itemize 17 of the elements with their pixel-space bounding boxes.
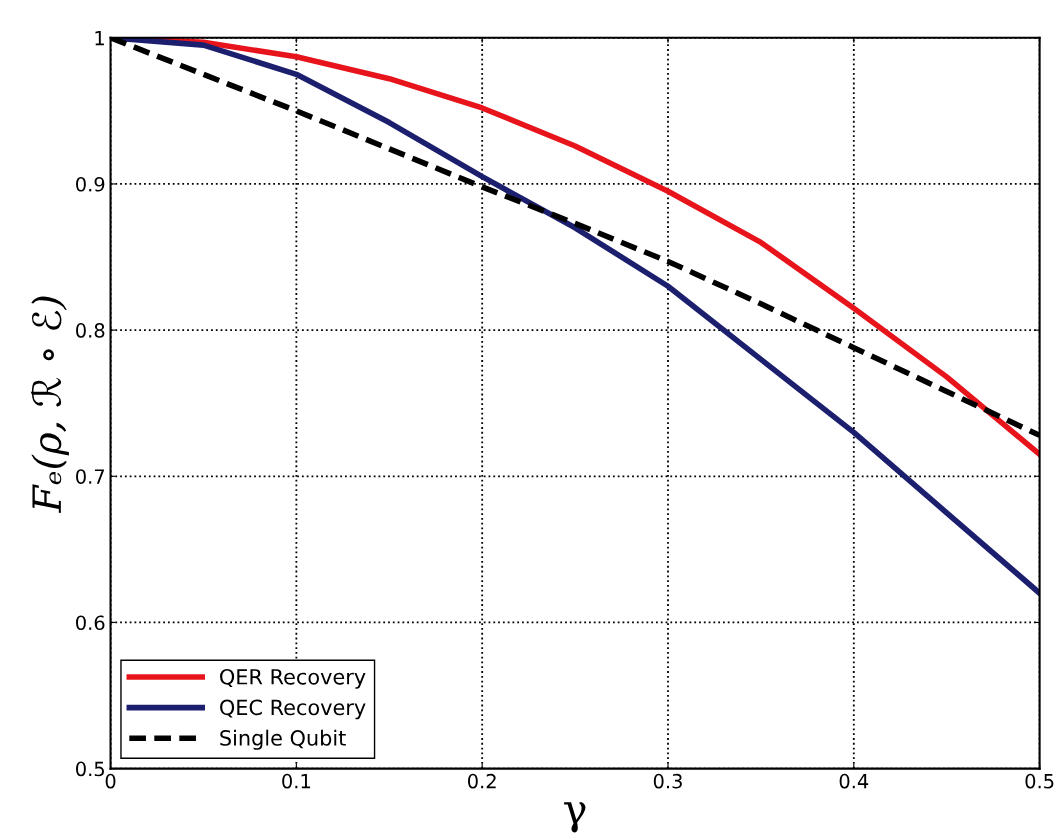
- x-tick-label: 0.5: [1025, 773, 1054, 789]
- y-tick-label: 0.6: [76, 615, 105, 631]
- y-axis-title: Fₑ(ρ, ℛ ∘ ℰ): [30, 296, 69, 514]
- y-tick-label: 0.9: [76, 176, 105, 192]
- x-tick-label: 0: [105, 773, 116, 789]
- y-tick-label: 0.5: [76, 761, 104, 777]
- legend-label: QEC Recovery: [220, 699, 366, 720]
- y-tick-label: 1: [95, 31, 104, 46]
- x-tick-label: 0.3: [653, 773, 682, 789]
- y-tick-label: 0.7: [76, 469, 105, 484]
- x-tick-label: 0.2: [468, 773, 496, 789]
- y-tick-label: 0.8: [76, 323, 105, 338]
- x-tick-label: 0.4: [839, 773, 869, 789]
- x-tick-label: 0.1: [282, 773, 311, 789]
- legend-label: QER Recovery: [220, 668, 366, 689]
- x-axis-title: γ: [564, 802, 586, 833]
- legend-label: Single Qubit: [220, 729, 346, 750]
